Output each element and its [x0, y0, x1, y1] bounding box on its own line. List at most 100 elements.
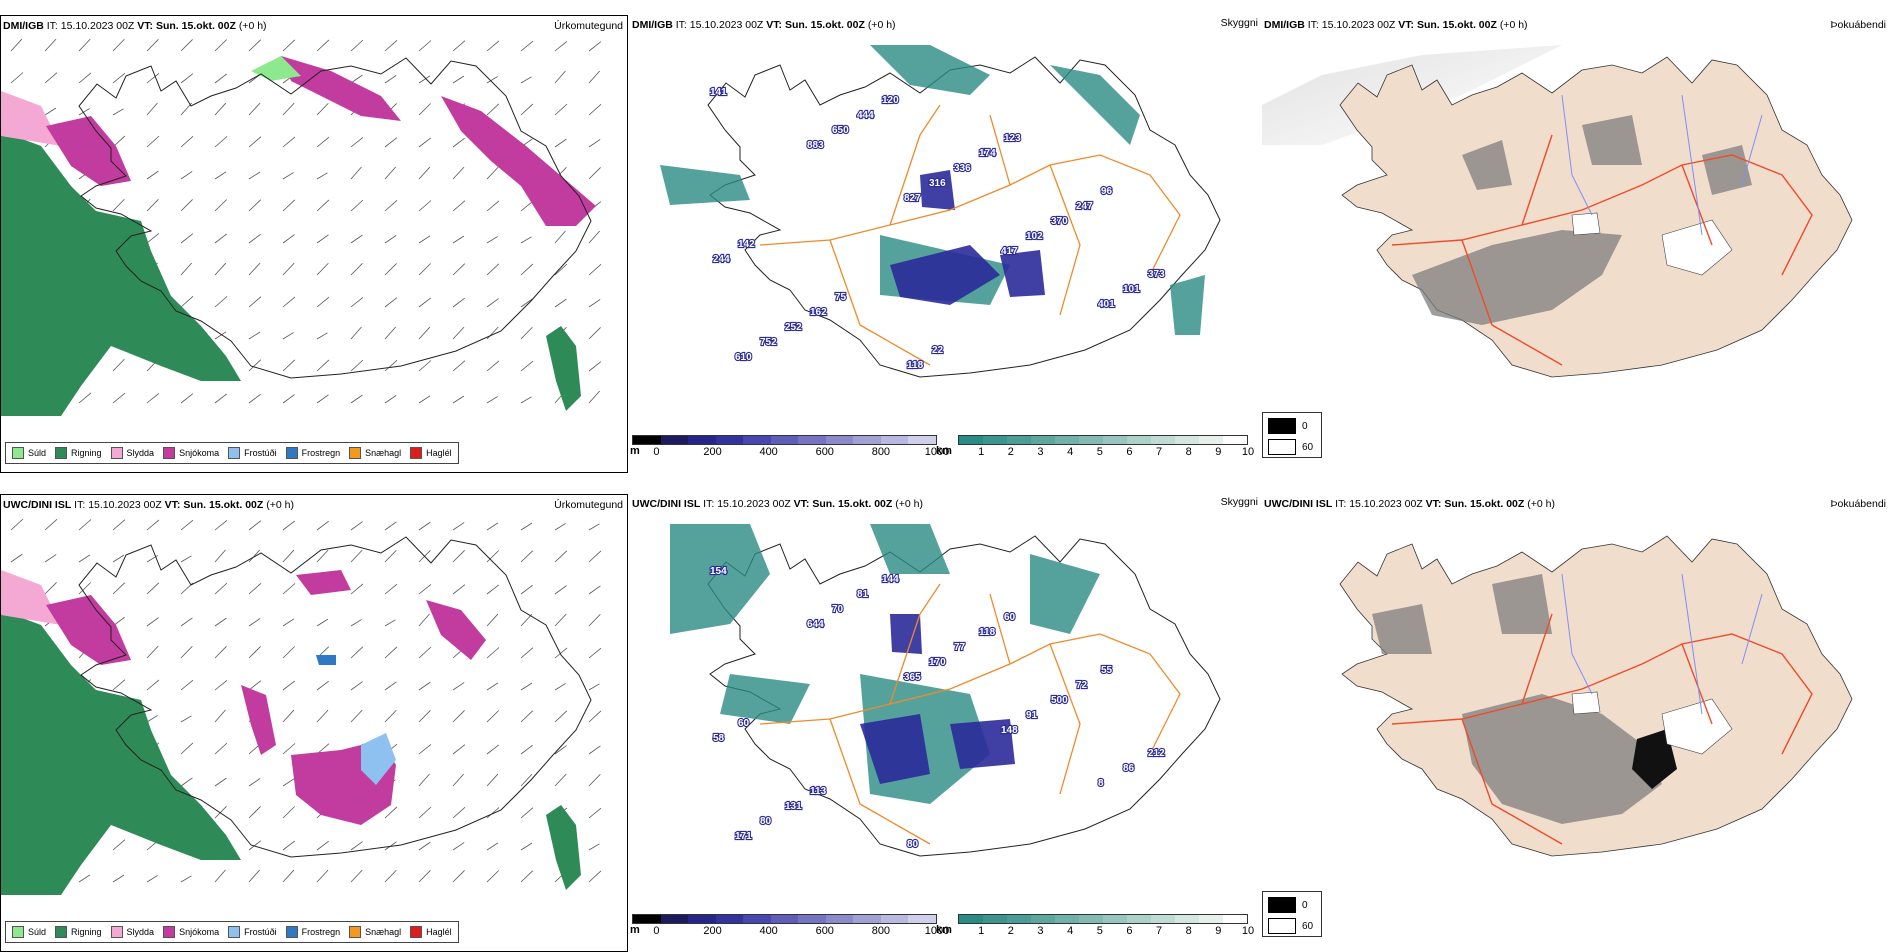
wind-barb [214, 742, 228, 755]
visibility-colorbar: 1 2 3 4 5 6 7 8 9 10 km [936, 914, 1254, 940]
valid-time: Sun. 15.okt. 00Z [1444, 498, 1525, 510]
wind-barb [554, 138, 567, 148]
wind-barb [112, 839, 126, 851]
coastline [78, 536, 592, 858]
colorbar-cell [1175, 915, 1199, 923]
wind-barb [520, 773, 533, 787]
colorbar-tick-label: 2 [1007, 446, 1014, 458]
ceiling-colorbar-cells [632, 435, 937, 445]
wind-barb [214, 617, 227, 627]
legend-label: Súld [28, 927, 47, 937]
sleet-area [1, 570, 61, 625]
wind-barb [214, 199, 227, 212]
visibility-colorbar-cells [958, 435, 1248, 445]
colorbar-cell [1103, 915, 1127, 923]
wind-barb [520, 807, 534, 819]
ceiling-value-label: 8 [1098, 778, 1104, 789]
colorbar-cell [1079, 436, 1103, 444]
wind-barb [588, 613, 601, 627]
wind-barb [452, 40, 466, 52]
wind-barb [554, 103, 568, 116]
ceiling-visibility-map: 154 644 365 148 8 171 70 170 91 86 80 81 77 500 212 131… [670, 524, 1221, 857]
wind-barb [486, 298, 499, 308]
wind-barb [452, 235, 465, 244]
wind-barb [350, 263, 363, 276]
wind-barb [316, 359, 330, 372]
legend-label: Snæhagl [365, 927, 402, 937]
wind-barb [588, 41, 602, 52]
snow-area [426, 600, 486, 660]
fog-key: 0 60 [1262, 891, 1322, 937]
colorbar-cell [770, 436, 799, 444]
legend-item: Slydda [110, 926, 155, 938]
ceiling-value-label: 113 [810, 786, 827, 797]
wind-barb [112, 38, 125, 52]
wind-barb [520, 40, 534, 52]
wind-barb [214, 393, 228, 404]
wind-barb [214, 520, 228, 531]
wind-barb [78, 38, 91, 52]
wind-barb [112, 679, 126, 691]
colorbar-tick-label: 800 [871, 925, 891, 937]
init-label: IT: [46, 20, 58, 32]
colorbar-tick-label: 8 [1185, 446, 1192, 458]
wind-barb [214, 680, 228, 691]
ceiling-value-label: 142 [738, 239, 755, 250]
colorbar-cell [983, 915, 1007, 923]
ceiling-value-label: 102 [1026, 231, 1043, 242]
legend-label: Slydda [126, 927, 155, 937]
ceiling-value-label: 144 [882, 574, 899, 585]
ceiling-value-label: 75 [835, 292, 847, 303]
wind-barb [350, 619, 362, 627]
wind-barb [452, 773, 464, 787]
wind-barb [554, 41, 568, 52]
wind-barb [588, 647, 602, 659]
wind-barb [78, 392, 92, 404]
wind-barb [282, 583, 296, 595]
legend-item: Snæhagl [349, 447, 401, 459]
wind-barb [384, 326, 396, 340]
colorbar-cell [1127, 915, 1151, 923]
fog-map [1339, 535, 1853, 857]
wind-barb [112, 108, 124, 116]
valid-time: Sun. 15.okt. 00Z [812, 498, 893, 510]
wind-barb [486, 870, 499, 883]
wind-barb [554, 613, 567, 627]
wind-barb [248, 806, 261, 819]
low-ceiling-area [890, 614, 922, 654]
freezing-rain-area [316, 655, 336, 665]
wind-barb [384, 806, 398, 819]
wind-barb [588, 683, 600, 691]
wind-barb [486, 744, 500, 755]
ceiling-value-label: 120 [882, 95, 899, 106]
wind-barb [282, 136, 296, 148]
wind-barb [248, 331, 261, 340]
road-network [759, 583, 1181, 845]
wind-barb [588, 104, 602, 116]
legend-label: Frostúði [244, 448, 277, 458]
wind-barb [146, 233, 160, 244]
wind-barb [384, 869, 397, 883]
wind-barb [282, 806, 295, 819]
wind-barb [350, 841, 363, 851]
wind-barb [486, 710, 499, 723]
fog-area [1372, 604, 1432, 654]
init-label: IT: [675, 19, 687, 31]
wind-barb [452, 842, 465, 851]
colorbar-cell [715, 436, 744, 444]
wind-barb [112, 874, 125, 883]
ceiling-value-label: 247 [1076, 201, 1093, 212]
model-name: DMI/IGB [3, 20, 44, 32]
ceiling-value-label: 174 [979, 148, 996, 159]
wind-barb [180, 136, 194, 148]
wind-barb [418, 166, 431, 180]
legend-label: Snjókoma [179, 448, 220, 458]
wind-barb [282, 39, 296, 52]
ceiling-colorbar: 0 200 400 600 800 1000 m [630, 914, 949, 940]
colorbar-cell [633, 436, 661, 444]
wind-barb [350, 137, 364, 148]
ceiling-value-label: 827 [904, 193, 921, 204]
wind-barb [282, 102, 295, 116]
init-time: 15.10.2023 00Z [1349, 498, 1423, 510]
colorbar-cell [853, 915, 881, 923]
